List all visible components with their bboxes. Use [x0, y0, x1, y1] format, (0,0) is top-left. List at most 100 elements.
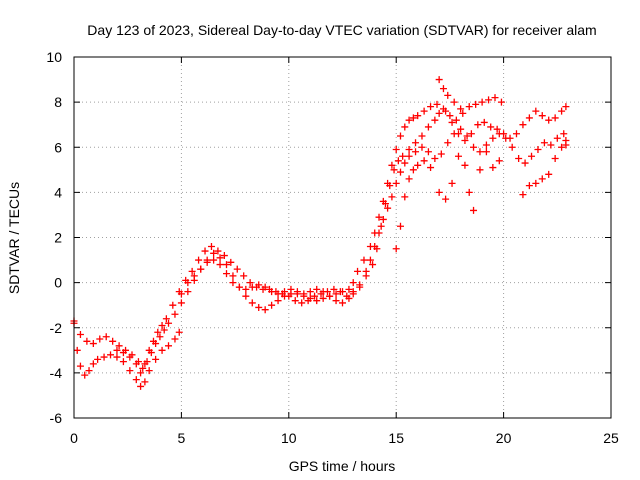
data-point-marker [248, 283, 256, 291]
x-tick-label: 20 [496, 430, 512, 446]
data-point-marker [420, 157, 428, 165]
x-tick-label: 15 [388, 430, 404, 446]
data-point-marker [414, 112, 422, 120]
data-point-marker [392, 179, 400, 187]
data-point-marker [538, 112, 546, 120]
data-point-marker [388, 161, 396, 169]
data-point-marker [463, 132, 471, 140]
data-point-marker [487, 123, 495, 131]
data-point-marker [495, 130, 503, 138]
data-point-marker [132, 376, 140, 384]
x-tick-label: 5 [178, 430, 186, 446]
data-point-marker [160, 326, 168, 334]
data-point-marker [242, 292, 250, 300]
data-point-marker [326, 292, 334, 300]
data-point-marker [214, 247, 222, 255]
data-point-marker [102, 333, 110, 341]
data-point-marker [562, 141, 570, 149]
data-point-marker [427, 103, 435, 111]
data-point-marker [431, 155, 439, 163]
data-point-marker [491, 94, 499, 102]
data-point-marker [304, 297, 312, 305]
data-point-marker [482, 141, 490, 149]
data-point-marker [154, 328, 162, 336]
data-point-marker [497, 98, 505, 106]
data-point-marker [261, 306, 269, 314]
data-point-marker [414, 161, 422, 169]
data-point-marker [379, 215, 387, 223]
data-point-marker [476, 166, 484, 174]
data-point-marker [201, 247, 209, 255]
data-point-marker [558, 143, 566, 151]
data-point-marker [190, 272, 198, 280]
data-point-marker [85, 367, 93, 375]
data-point-marker [287, 285, 295, 293]
data-point-marker [547, 141, 555, 149]
y-tick-label: -2 [50, 320, 63, 336]
data-point-marker [319, 288, 327, 296]
data-point-marker [412, 139, 420, 147]
data-point-marker [435, 109, 443, 117]
data-point-marker [435, 76, 443, 84]
data-point-marker [223, 261, 231, 269]
data-point-marker [467, 130, 475, 138]
data-point-marker [349, 288, 357, 296]
data-point-marker [431, 116, 439, 124]
data-marks [70, 76, 570, 390]
data-point-marker [261, 283, 269, 291]
data-point-marker [233, 265, 241, 273]
data-point-marker [165, 319, 173, 327]
data-point-marker [149, 337, 157, 345]
data-point-marker [386, 182, 394, 190]
data-point-marker [472, 100, 480, 108]
data-point-marker [558, 107, 566, 115]
data-point-marker [433, 100, 441, 108]
data-point-marker [177, 299, 185, 307]
data-point-marker [255, 303, 263, 311]
data-point-marker [442, 107, 450, 115]
data-point-marker [242, 285, 250, 293]
data-point-marker [162, 315, 170, 323]
data-point-marker [229, 272, 237, 280]
data-point-marker [268, 288, 276, 296]
data-point-marker [291, 297, 299, 305]
data-point-marker [336, 288, 344, 296]
data-point-marker [216, 254, 224, 262]
data-point-marker [412, 148, 420, 156]
data-point-marker [401, 193, 409, 201]
data-point-marker [339, 299, 346, 307]
data-point-marker [534, 146, 542, 154]
data-point-marker [81, 371, 89, 379]
data-point-marker [439, 85, 447, 93]
data-point-marker [137, 369, 145, 377]
data-point-marker [437, 150, 445, 158]
data-point-marker [313, 285, 321, 293]
y-axis-label: SDTVAR / TECUs [6, 182, 22, 294]
data-point-marker [210, 256, 218, 264]
data-point-marker [538, 175, 546, 183]
data-point-marker [375, 213, 383, 221]
data-point-marker [493, 125, 501, 133]
data-point-marker [396, 168, 404, 176]
data-point-marker [540, 139, 548, 147]
data-point-marker [457, 105, 465, 113]
grid [74, 57, 611, 418]
data-point-marker [452, 116, 460, 124]
data-point-marker [377, 222, 385, 230]
data-point-marker [457, 125, 465, 133]
data-point-marker [409, 114, 417, 122]
data-point-marker [293, 288, 301, 296]
y-tick-label: -6 [50, 410, 63, 426]
data-point-marker [519, 121, 527, 129]
data-point-marker [203, 258, 211, 266]
data-point-marker [332, 297, 340, 305]
data-point-marker [476, 148, 484, 156]
y-tick-label: -4 [50, 365, 63, 381]
data-point-marker [528, 152, 536, 160]
data-point-marker [465, 188, 473, 196]
data-point-marker [311, 292, 319, 300]
data-point-marker [145, 367, 153, 375]
data-point-marker [220, 252, 228, 260]
data-point-marker [448, 118, 456, 126]
